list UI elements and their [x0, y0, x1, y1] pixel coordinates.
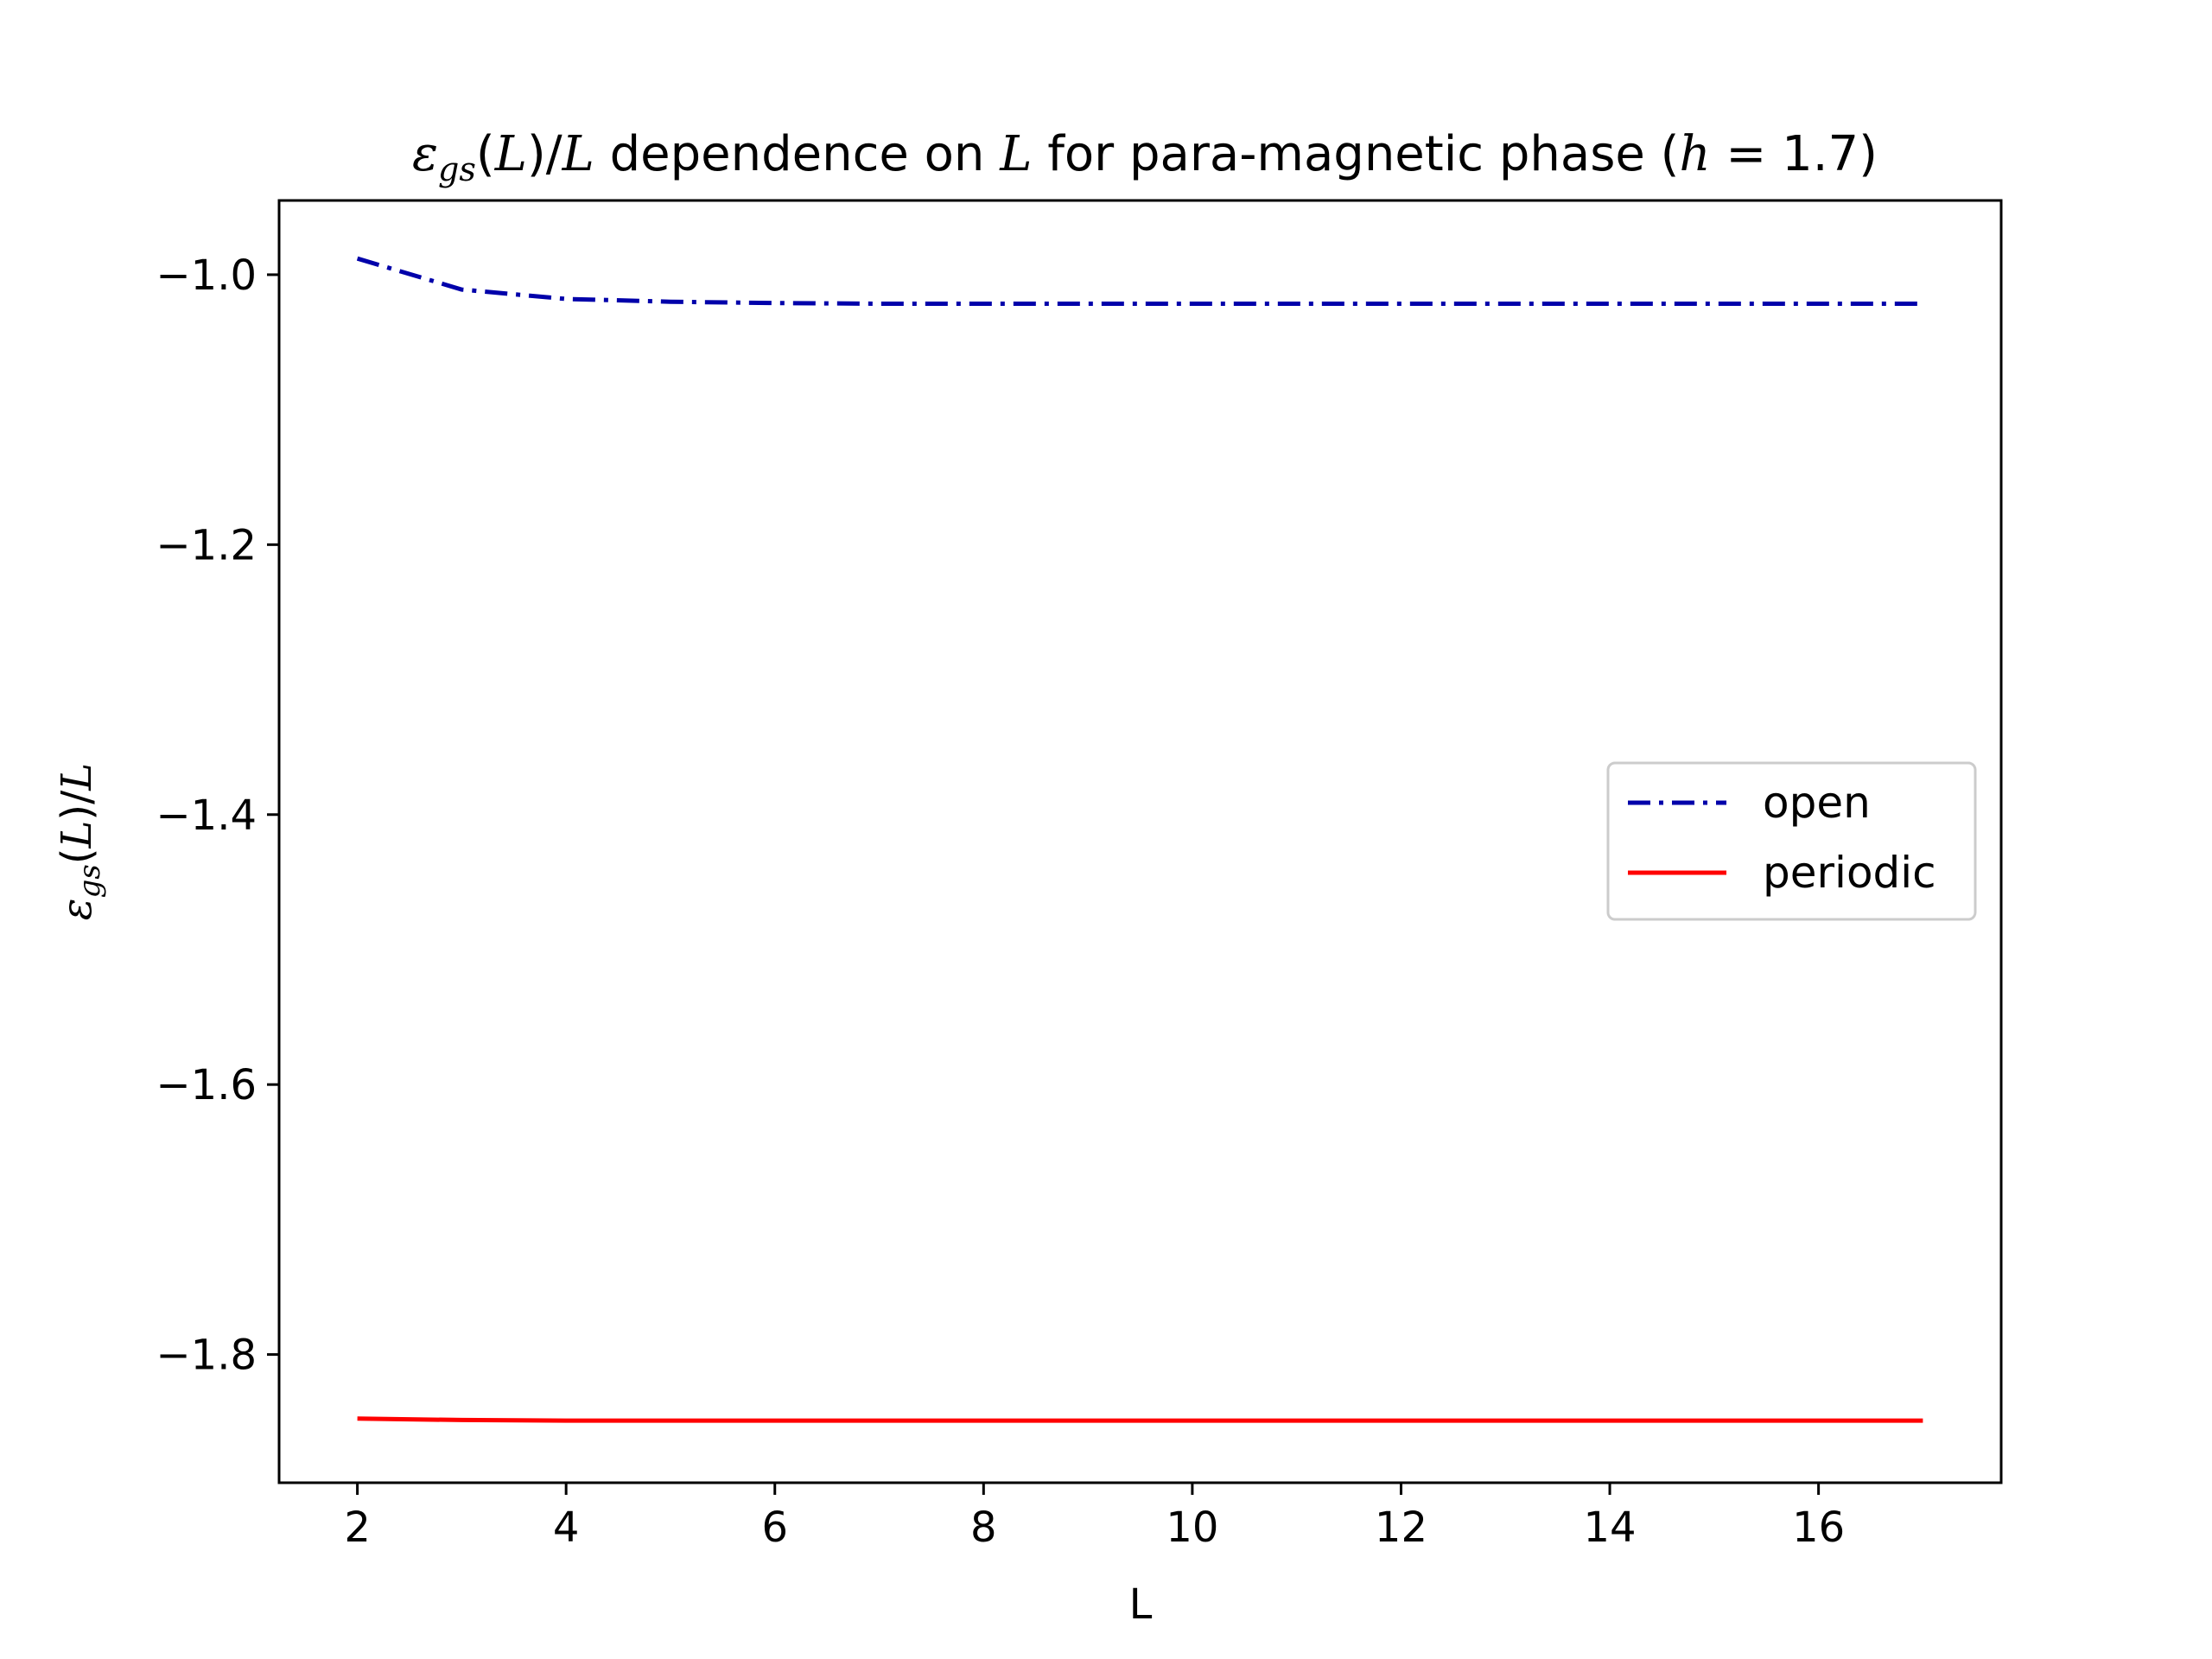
legend-label-open: open	[1763, 778, 1871, 828]
series-line-open	[356, 256, 1923, 306]
legend-label-periodic: periodic	[1763, 848, 1936, 898]
y-axis-label: εgs(L)/L	[53, 763, 107, 920]
y-tick-label: −1.0	[156, 251, 257, 300]
x-tick-label: 2	[344, 1503, 371, 1552]
y-tick-label: −1.6	[156, 1061, 257, 1109]
plot-area	[277, 199, 2003, 1484]
y-axis-ticks: −1.0 −1.2 −1.4 −1.6 −1.8	[156, 251, 279, 1380]
legend-box	[1606, 761, 1977, 921]
series-line-periodic	[357, 1416, 1923, 1423]
x-axis-ticks: 2 4 6 8 10 12 14 16	[344, 1483, 1845, 1552]
series-layer	[356, 256, 1923, 1423]
y-tick-label: −1.2	[156, 521, 257, 569]
x-axis-label: L	[1129, 1580, 1153, 1629]
y-tick-label: −1.8	[156, 1332, 257, 1380]
legend: open periodic	[1606, 761, 1977, 921]
x-tick-label: 10	[1166, 1503, 1218, 1552]
x-tick-label: 8	[970, 1503, 997, 1552]
chart-title: εgs(L)/L dependence on L for para-magnet…	[412, 126, 1878, 188]
x-tick-label: 12	[1375, 1503, 1427, 1552]
x-tick-label: 14	[1584, 1503, 1637, 1552]
x-tick-label: 16	[1792, 1503, 1845, 1552]
x-tick-label: 4	[553, 1503, 580, 1552]
x-tick-label: 6	[761, 1503, 788, 1552]
y-tick-label: −1.4	[156, 791, 257, 840]
